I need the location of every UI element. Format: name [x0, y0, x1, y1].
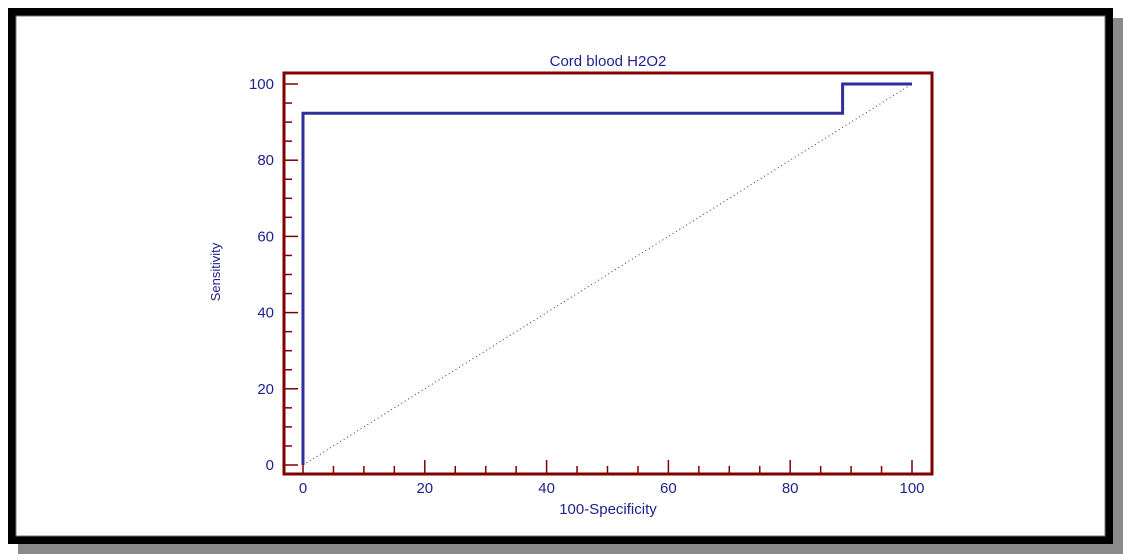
x-tick-label: 80	[782, 480, 799, 497]
plot-area: 0 20 40 60 80 100 0 20 40 60 80 100	[249, 71, 934, 497]
frame-border-inner	[15, 15, 1106, 537]
y-tick-label: 40	[257, 305, 274, 322]
x-tick-label: 60	[660, 480, 677, 497]
x-axis-label: 100-Specificity	[559, 501, 657, 518]
y-axis-label: Sensitivity	[208, 242, 223, 301]
chart-title: Cord blood H2O2	[550, 53, 667, 70]
x-tick-label: 0	[299, 480, 307, 497]
x-tick-label: 20	[416, 480, 433, 497]
y-tick-label: 60	[257, 228, 274, 245]
x-tick-label: 100	[899, 480, 924, 497]
y-tick-label: 20	[257, 381, 274, 398]
roc-curve-line	[301, 82, 912, 465]
y-tick-label: 100	[249, 76, 274, 93]
y-tick-label: 0	[266, 457, 274, 474]
x-tick-label: 40	[538, 480, 555, 497]
y-tick-label: 80	[257, 152, 274, 169]
